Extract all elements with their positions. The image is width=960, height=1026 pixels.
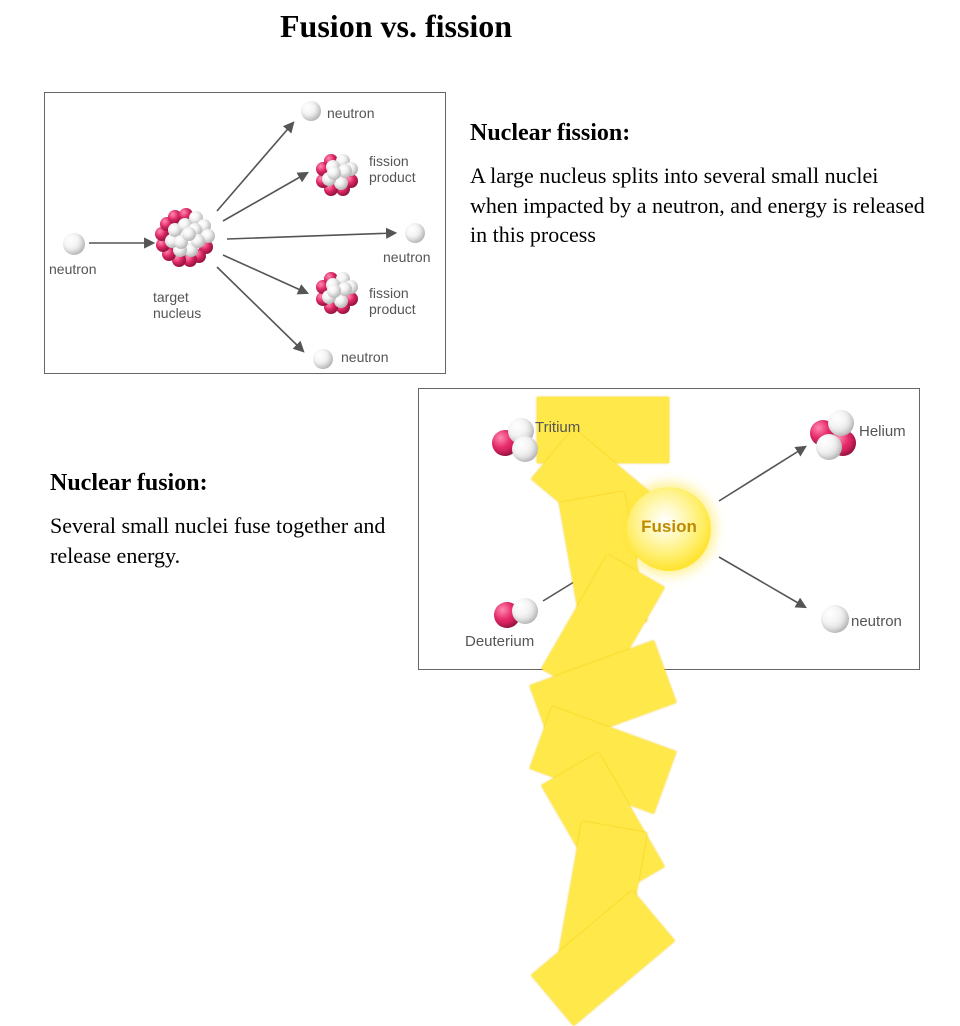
fusion-star-label: Fusion bbox=[603, 517, 735, 537]
out-neutron-1 bbox=[405, 223, 425, 243]
arrow bbox=[223, 255, 307, 293]
fission-heading: Nuclear fission: bbox=[470, 120, 930, 147]
fusion-diagram: Fusion Tritium Deuterium Helium neutron bbox=[418, 388, 920, 670]
out-neutron-2 bbox=[313, 349, 333, 369]
label-product-bottom: fission product bbox=[369, 285, 416, 317]
fission-product-bottom-nucleon bbox=[327, 284, 341, 298]
label-neutron-in: neutron bbox=[49, 261, 96, 277]
fission-text-block: Nuclear fission: A large nucleus splits … bbox=[470, 120, 930, 250]
label-deuterium: Deuterium bbox=[465, 633, 534, 650]
label-fusion-neutron: neutron bbox=[851, 613, 902, 630]
arrow bbox=[223, 173, 307, 221]
page-title: Fusion vs. fission bbox=[280, 8, 512, 45]
fusion-star: Fusion bbox=[603, 463, 735, 595]
helium-sphere-2 bbox=[828, 410, 854, 436]
fission-arrows bbox=[45, 93, 445, 373]
fusion-out-neutron bbox=[821, 605, 849, 633]
arrow bbox=[217, 123, 293, 211]
label-target-nucleus: target nucleus bbox=[153, 289, 201, 321]
label-neutron-bottom: neutron bbox=[341, 349, 388, 365]
label-neutron-top: neutron bbox=[327, 105, 374, 121]
deuterium-sphere-1 bbox=[512, 598, 538, 624]
incoming-neutron bbox=[63, 233, 85, 255]
tritium-sphere-2 bbox=[512, 436, 538, 462]
label-product-top: fission product bbox=[369, 153, 416, 185]
arrow bbox=[217, 267, 303, 351]
label-helium: Helium bbox=[859, 423, 906, 440]
label-tritium: Tritium bbox=[535, 419, 580, 436]
fission-body: A large nucleus splits into several smal… bbox=[470, 161, 930, 250]
fission-diagram: neutron target nucleus neutron fission prod… bbox=[44, 92, 446, 374]
helium-sphere-3 bbox=[816, 434, 842, 460]
label-neutron-mid: neutron bbox=[383, 249, 430, 265]
out-neutron-0 bbox=[301, 101, 321, 121]
fission-product-top-nucleon bbox=[327, 166, 341, 180]
fusion-body: Several small nuclei fuse together and r… bbox=[50, 511, 410, 570]
arrow bbox=[227, 233, 395, 239]
fusion-text-block: Nuclear fusion: Several small nuclei fus… bbox=[50, 470, 410, 570]
fusion-heading: Nuclear fusion: bbox=[50, 470, 410, 497]
